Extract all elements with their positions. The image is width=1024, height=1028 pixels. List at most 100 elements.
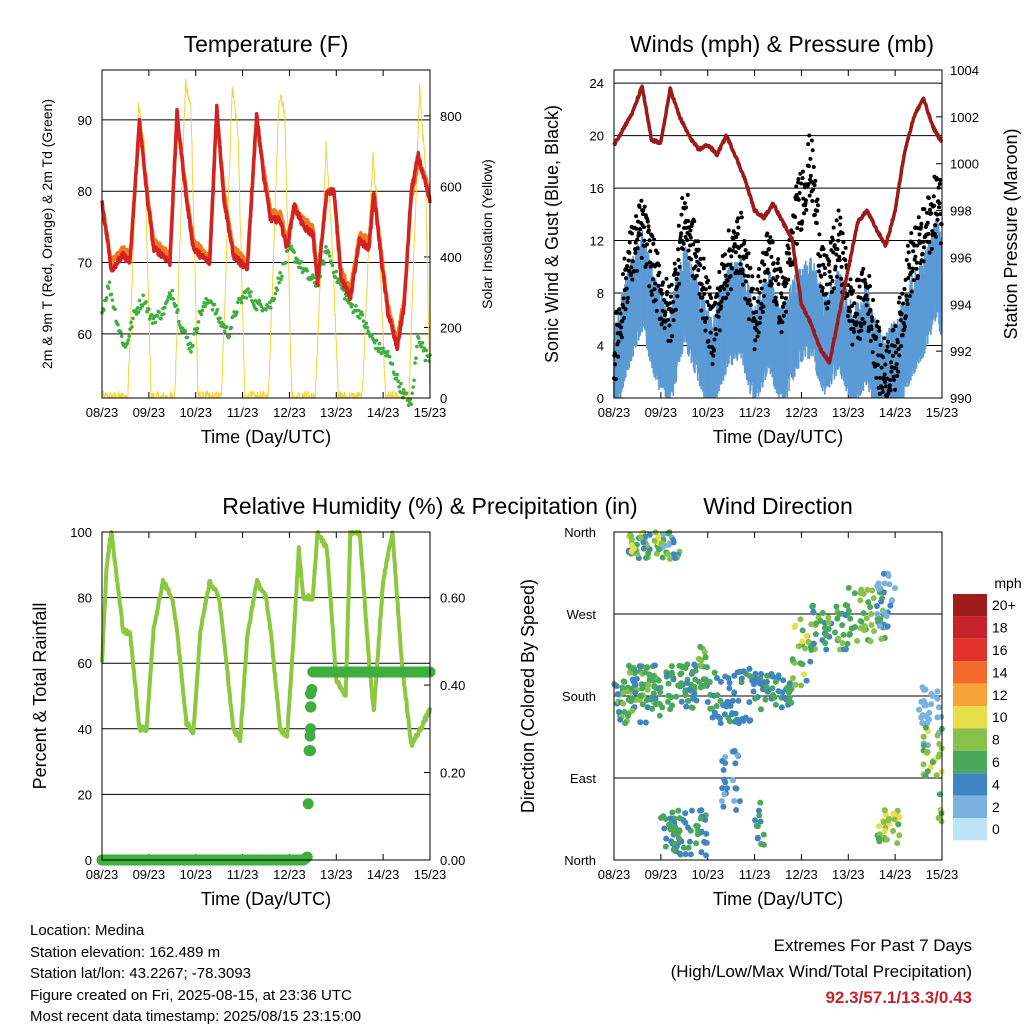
gust-point (796, 180, 801, 185)
direction-point (703, 830, 710, 837)
direction-point (678, 698, 685, 705)
direction-point (819, 610, 826, 617)
direction-point (860, 610, 867, 617)
gust-point (730, 266, 735, 271)
gust-point (784, 309, 789, 314)
y2-tick-label-1-6: 1002 (950, 110, 979, 125)
direction-point (689, 668, 696, 675)
gust-point (917, 232, 922, 237)
direction-point (717, 698, 724, 705)
td-point (424, 348, 429, 353)
direction-point (702, 654, 709, 661)
gust-point (920, 251, 925, 256)
gust-point (896, 369, 901, 374)
td-point (174, 303, 178, 308)
direction-point (874, 610, 881, 617)
direction-point (620, 689, 627, 696)
gust-point (769, 254, 774, 259)
legend-label-5: 10 (992, 709, 1008, 725)
gust-point (622, 315, 627, 320)
x-tick-label-3-0: 08/23 (598, 867, 631, 882)
direction-point (822, 640, 829, 647)
direction-point (682, 810, 689, 817)
gust-point (922, 207, 927, 212)
direction-point (683, 679, 690, 686)
td-point (370, 333, 374, 338)
precip-point (305, 688, 317, 700)
gust-point (847, 305, 852, 310)
direction-point (667, 815, 674, 822)
td-point (268, 306, 273, 310)
gust-point (625, 263, 630, 268)
y2-tick-label-2-1: 0.20 (440, 766, 465, 781)
y2-tick-label-0-3: 600 (440, 179, 462, 194)
gust-point (797, 190, 802, 195)
gust-point (678, 234, 683, 239)
y2-tick-label-0-1: 200 (440, 320, 462, 335)
gust-point (613, 376, 618, 381)
x-tick-label-0-3: 11/23 (227, 405, 259, 420)
td-point (423, 358, 428, 363)
direction-point (646, 531, 653, 538)
td-point (249, 290, 253, 294)
legend-title: mph (994, 575, 1021, 591)
td-point (155, 313, 160, 318)
x-tick-label-1-0: 08/23 (598, 405, 631, 420)
gust-point (824, 282, 829, 287)
gust-point (897, 295, 902, 300)
direction-point (894, 840, 901, 847)
gust-point (863, 281, 868, 286)
td-point (397, 385, 401, 389)
gust-point (764, 252, 769, 257)
td-point (399, 381, 403, 386)
gust-point (707, 292, 712, 297)
td-point (378, 346, 383, 351)
gust-point (677, 264, 682, 269)
direction-point (663, 835, 670, 842)
series-rh (100, 530, 432, 748)
direction-point (664, 698, 671, 705)
td-point (416, 336, 421, 340)
direction-point (884, 623, 891, 630)
series-pressure (612, 84, 944, 365)
gust-point (935, 217, 940, 222)
td-point (238, 297, 243, 302)
td-point (285, 248, 290, 253)
gust-point (670, 309, 675, 314)
td-point (334, 269, 339, 274)
td-point (257, 298, 262, 303)
td-point (404, 391, 409, 396)
direction-point (925, 716, 932, 723)
direction-point (876, 823, 883, 830)
direction-point (700, 676, 707, 683)
plot-frame-3 (613, 531, 943, 861)
direction-point (734, 716, 741, 723)
precip-point (305, 701, 317, 713)
gust-point (727, 247, 732, 252)
gust-point (774, 302, 779, 307)
gust-point (635, 246, 640, 251)
gust-point (625, 295, 630, 300)
direction-point (752, 817, 759, 824)
td-point (157, 310, 161, 314)
direction-point (636, 663, 643, 670)
td-point (212, 302, 217, 307)
direction-point (799, 627, 806, 634)
gust-point (665, 290, 670, 295)
gust-point (828, 240, 833, 245)
gust-point (712, 348, 717, 353)
gust-point (676, 258, 681, 263)
direction-point (686, 686, 693, 693)
direction-point (790, 675, 797, 682)
gust-point (704, 316, 709, 321)
gust-point (930, 229, 935, 234)
direction-point (622, 720, 629, 727)
gust-point (635, 219, 640, 224)
x-tick-label-1-7: 15/23 (926, 405, 959, 420)
x-tick-label-3-3: 11/23 (739, 867, 771, 882)
gust-point (729, 254, 734, 259)
direction-point (886, 581, 893, 588)
gust-point (905, 243, 910, 248)
direction-point (632, 681, 639, 688)
direction-point (810, 608, 817, 615)
